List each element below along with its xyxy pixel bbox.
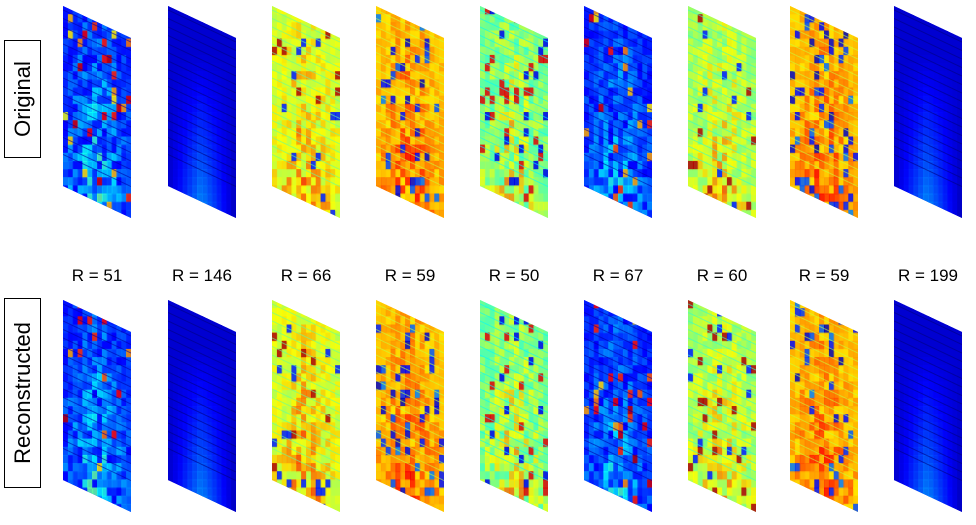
original-volume-8 — [790, 6, 858, 218]
volume-image — [376, 300, 444, 512]
volume-image — [790, 6, 858, 218]
reconstructed-volume-3 — [272, 300, 340, 512]
r-value-label-7: R = 60 — [696, 266, 748, 285]
original-volume-4 — [376, 6, 444, 218]
volume-image — [376, 6, 444, 218]
volume-image — [584, 300, 652, 512]
reconstructed-volume-4 — [376, 300, 444, 512]
r-value-label-3: R = 66 — [280, 266, 332, 285]
r-value-label-4: R = 59 — [384, 266, 436, 285]
r-value-label-9: R = 199 — [897, 266, 958, 285]
original-volume-3 — [272, 6, 340, 218]
volume-image — [894, 6, 962, 218]
volume-image — [272, 300, 340, 512]
row-label-original-text: Original — [9, 61, 35, 137]
r-value-label-1: R = 51 — [71, 266, 123, 285]
original-volume-2 — [168, 6, 236, 218]
r-value-label-8: R = 59 — [798, 266, 850, 285]
r-value-label-5: R = 50 — [488, 266, 540, 285]
volume-image — [168, 6, 236, 218]
volume-image — [168, 300, 236, 512]
reconstructed-volume-9 — [894, 300, 962, 512]
original-volume-7 — [688, 6, 756, 218]
r-value-label-6: R = 67 — [592, 266, 644, 285]
reconstructed-volume-6 — [584, 300, 652, 512]
row-label-original: Original — [4, 40, 41, 158]
volume-image — [790, 300, 858, 512]
row-label-reconstructed: Reconstructed — [4, 298, 41, 488]
original-volume-6 — [584, 6, 652, 218]
original-volume-5 — [480, 6, 548, 218]
volume-image — [894, 300, 962, 512]
reconstructed-volume-2 — [168, 300, 236, 512]
row-label-reconstructed-text: Reconstructed — [9, 322, 35, 464]
volume-image — [63, 300, 131, 512]
volume-image — [584, 6, 652, 218]
original-volume-9 — [894, 6, 962, 218]
reconstructed-volume-1 — [63, 300, 131, 512]
reconstructed-volume-5 — [480, 300, 548, 512]
volume-image — [688, 300, 756, 512]
volume-image — [272, 6, 340, 218]
volume-image — [480, 6, 548, 218]
r-value-label-2: R = 146 — [171, 266, 232, 285]
reconstructed-volume-8 — [790, 300, 858, 512]
volume-image — [63, 6, 131, 218]
reconstructed-volume-7 — [688, 300, 756, 512]
volume-image — [688, 6, 756, 218]
original-volume-1 — [63, 6, 131, 218]
volume-image — [480, 300, 548, 512]
